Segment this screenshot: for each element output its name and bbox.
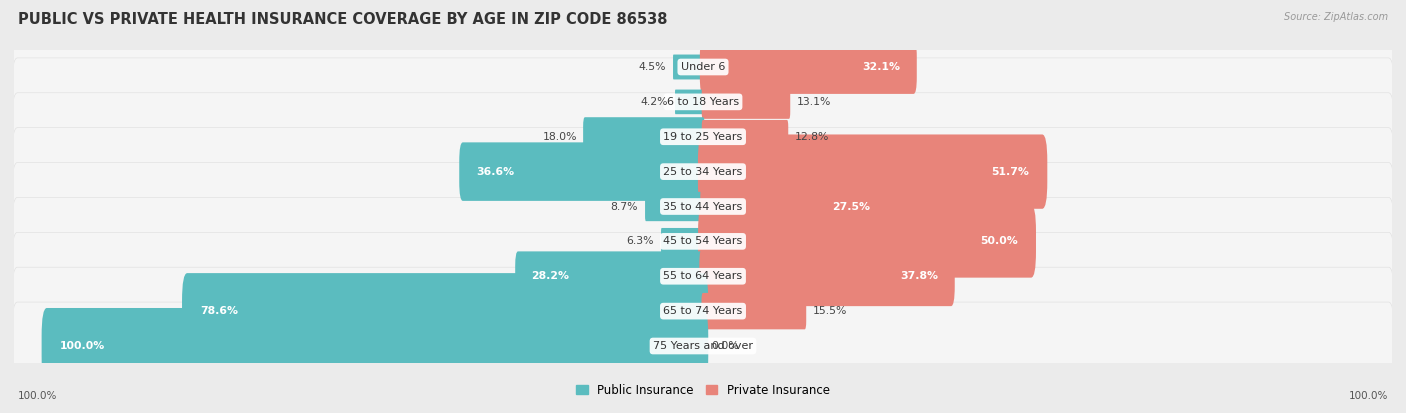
Text: Source: ZipAtlas.com: Source: ZipAtlas.com bbox=[1284, 12, 1388, 22]
Text: 100.0%: 100.0% bbox=[60, 341, 105, 351]
FancyBboxPatch shape bbox=[13, 302, 1393, 390]
Text: 15.5%: 15.5% bbox=[813, 306, 846, 316]
Text: 4.5%: 4.5% bbox=[638, 62, 665, 72]
FancyBboxPatch shape bbox=[697, 135, 1047, 209]
Legend: Public Insurance, Private Insurance: Public Insurance, Private Insurance bbox=[571, 379, 835, 401]
Text: 4.2%: 4.2% bbox=[640, 97, 668, 107]
Text: 32.1%: 32.1% bbox=[862, 62, 900, 72]
FancyBboxPatch shape bbox=[13, 93, 1393, 181]
Text: 12.8%: 12.8% bbox=[794, 132, 830, 142]
Text: 19 to 25 Years: 19 to 25 Years bbox=[664, 132, 742, 142]
Text: 8.7%: 8.7% bbox=[610, 202, 638, 211]
Text: 13.1%: 13.1% bbox=[797, 97, 831, 107]
Text: PUBLIC VS PRIVATE HEALTH INSURANCE COVERAGE BY AGE IN ZIP CODE 86538: PUBLIC VS PRIVATE HEALTH INSURANCE COVER… bbox=[18, 12, 668, 27]
FancyBboxPatch shape bbox=[13, 23, 1393, 111]
FancyBboxPatch shape bbox=[460, 142, 707, 201]
FancyBboxPatch shape bbox=[700, 40, 917, 94]
Text: 78.6%: 78.6% bbox=[201, 306, 239, 316]
Text: 100.0%: 100.0% bbox=[18, 392, 58, 401]
FancyBboxPatch shape bbox=[700, 182, 886, 231]
Text: 100.0%: 100.0% bbox=[1348, 392, 1388, 401]
FancyBboxPatch shape bbox=[702, 85, 790, 119]
FancyBboxPatch shape bbox=[181, 273, 709, 349]
FancyBboxPatch shape bbox=[673, 55, 703, 79]
Text: 35 to 44 Years: 35 to 44 Years bbox=[664, 202, 742, 211]
Text: 6.3%: 6.3% bbox=[626, 236, 654, 247]
Text: 45 to 54 Years: 45 to 54 Years bbox=[664, 236, 742, 247]
Text: Under 6: Under 6 bbox=[681, 62, 725, 72]
FancyBboxPatch shape bbox=[699, 247, 955, 306]
Text: 75 Years and over: 75 Years and over bbox=[652, 341, 754, 351]
Text: 37.8%: 37.8% bbox=[900, 271, 938, 281]
Text: 6 to 18 Years: 6 to 18 Years bbox=[666, 97, 740, 107]
Text: 0.0%: 0.0% bbox=[711, 341, 738, 351]
Text: 50.0%: 50.0% bbox=[980, 236, 1018, 247]
FancyBboxPatch shape bbox=[13, 267, 1393, 355]
FancyBboxPatch shape bbox=[515, 252, 706, 301]
FancyBboxPatch shape bbox=[13, 163, 1393, 250]
FancyBboxPatch shape bbox=[13, 58, 1393, 146]
FancyBboxPatch shape bbox=[13, 128, 1393, 216]
Text: 65 to 74 Years: 65 to 74 Years bbox=[664, 306, 742, 316]
Text: 36.6%: 36.6% bbox=[477, 166, 515, 177]
FancyBboxPatch shape bbox=[42, 308, 709, 384]
FancyBboxPatch shape bbox=[675, 90, 703, 114]
Text: 51.7%: 51.7% bbox=[991, 166, 1029, 177]
FancyBboxPatch shape bbox=[645, 192, 704, 221]
FancyBboxPatch shape bbox=[661, 228, 703, 255]
Text: 25 to 34 Years: 25 to 34 Years bbox=[664, 166, 742, 177]
Text: 18.0%: 18.0% bbox=[543, 132, 576, 142]
FancyBboxPatch shape bbox=[583, 117, 704, 156]
FancyBboxPatch shape bbox=[13, 197, 1393, 285]
FancyBboxPatch shape bbox=[702, 120, 789, 154]
FancyBboxPatch shape bbox=[13, 232, 1393, 320]
FancyBboxPatch shape bbox=[702, 293, 806, 329]
Text: 27.5%: 27.5% bbox=[832, 202, 870, 211]
FancyBboxPatch shape bbox=[697, 205, 1036, 278]
Text: 28.2%: 28.2% bbox=[531, 271, 569, 281]
Text: 55 to 64 Years: 55 to 64 Years bbox=[664, 271, 742, 281]
